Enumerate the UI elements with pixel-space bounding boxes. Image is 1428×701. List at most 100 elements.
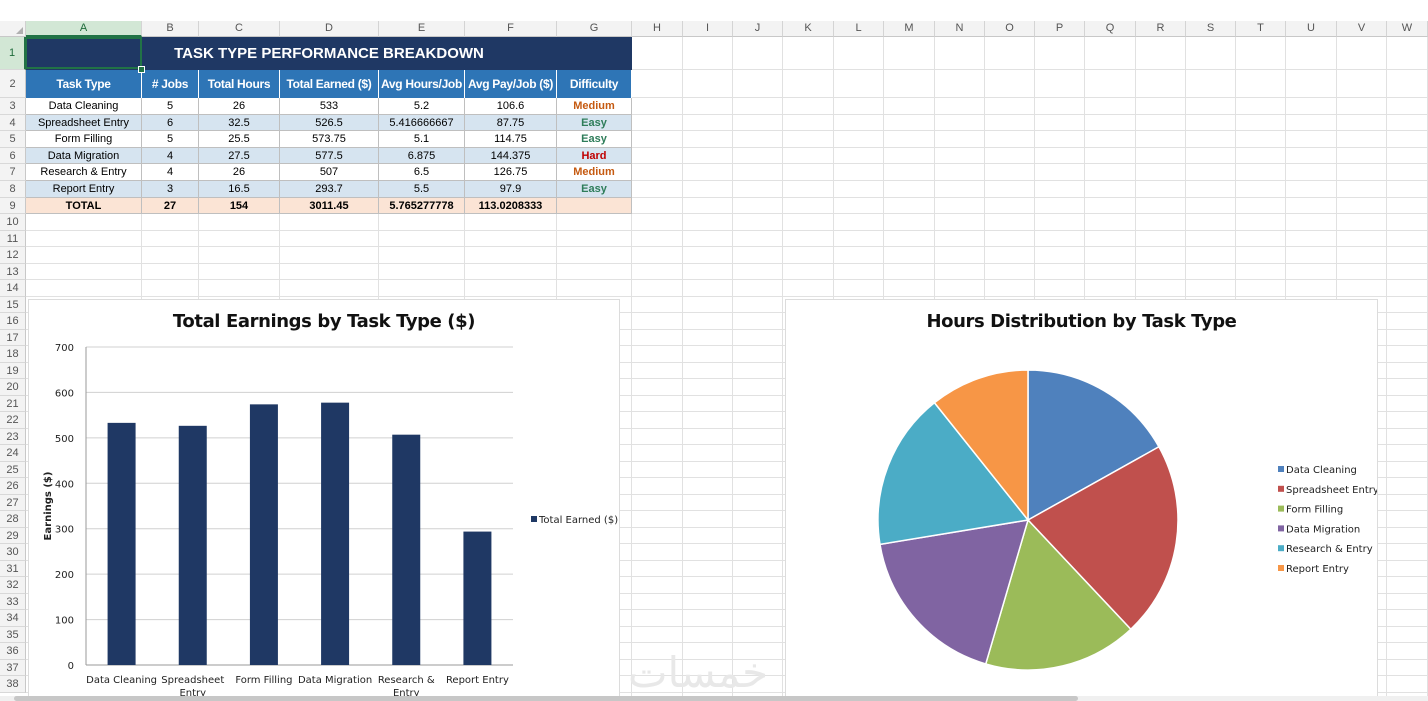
table-cell[interactable]: 5 (142, 131, 199, 148)
table-cell[interactable]: 5 (142, 98, 199, 115)
table-cell[interactable]: 5.2 (379, 98, 465, 115)
difficulty-badge[interactable]: Medium (557, 98, 632, 115)
column-header-v[interactable]: V (1337, 21, 1387, 37)
difficulty-badge[interactable]: Hard (557, 148, 632, 164)
table-cell[interactable]: 97.9 (465, 181, 557, 198)
column-header-t[interactable]: T (1236, 21, 1286, 37)
table-cell[interactable]: 5.5 (379, 181, 465, 198)
total-row-cell[interactable]: 154 (199, 198, 280, 214)
row-header-26[interactable]: 26 (0, 478, 26, 495)
column-header-g[interactable]: G (557, 21, 632, 37)
total-row-cell[interactable]: 113.0208333 (465, 198, 557, 214)
select-all-corner[interactable] (0, 21, 26, 37)
row-header-27[interactable]: 27 (0, 495, 26, 511)
table-cell[interactable]: 4 (142, 164, 199, 181)
table-cell[interactable]: Report Entry (26, 181, 142, 198)
row-header-37[interactable]: 37 (0, 660, 26, 676)
row-header-9[interactable]: 9 (0, 198, 26, 214)
row-header-8[interactable]: 8 (0, 181, 26, 198)
table-header-cell[interactable]: Task Type (26, 70, 142, 98)
table-header-cell[interactable]: Avg Pay/Job ($) (465, 70, 557, 98)
table-cell[interactable]: 533 (280, 98, 379, 115)
column-header-p[interactable]: P (1035, 21, 1085, 37)
row-header-35[interactable]: 35 (0, 627, 26, 643)
row-header-29[interactable]: 29 (0, 528, 26, 544)
pie-chart-hours[interactable]: Hours Distribution by Task Type Data Cle… (785, 299, 1378, 697)
row-header-28[interactable]: 28 (0, 511, 26, 528)
table-title[interactable]: TASK TYPE PERFORMANCE BREAKDOWN (26, 37, 632, 70)
column-header-j[interactable]: J (733, 21, 783, 37)
column-header-l[interactable]: L (834, 21, 884, 37)
table-cell[interactable]: 5.416666667 (379, 115, 465, 131)
row-header-3[interactable]: 3 (0, 98, 26, 115)
column-header-c[interactable]: C (199, 21, 280, 37)
row-header-2[interactable]: 2 (0, 70, 26, 98)
row-header-7[interactable]: 7 (0, 164, 26, 181)
column-header-u[interactable]: U (1286, 21, 1337, 37)
row-header-25[interactable]: 25 (0, 462, 26, 478)
bar-chart-earnings[interactable]: Total Earnings by Task Type ($) 0 100 200 3… (28, 299, 620, 697)
row-header-31[interactable]: 31 (0, 561, 26, 577)
row-header-15[interactable]: 15 (0, 297, 26, 313)
row-header-20[interactable]: 20 (0, 379, 26, 396)
row-header-33[interactable]: 33 (0, 594, 26, 610)
column-header-h[interactable]: H (632, 21, 683, 37)
row-header-6[interactable]: 6 (0, 148, 26, 164)
table-cell[interactable]: 6.5 (379, 164, 465, 181)
row-header-22[interactable]: 22 (0, 412, 26, 429)
table-cell[interactable]: 573.75 (280, 131, 379, 148)
table-cell[interactable]: 6.875 (379, 148, 465, 164)
row-header-18[interactable]: 18 (0, 346, 26, 363)
table-cell[interactable]: 577.5 (280, 148, 379, 164)
table-cell[interactable]: 4 (142, 148, 199, 164)
table-cell[interactable]: 144.375 (465, 148, 557, 164)
table-header-cell[interactable]: Avg Hours/Job (379, 70, 465, 98)
row-header-34[interactable]: 34 (0, 610, 26, 627)
row-header-21[interactable]: 21 (0, 396, 26, 412)
row-header-12[interactable]: 12 (0, 247, 26, 264)
table-cell[interactable]: Research & Entry (26, 164, 142, 181)
fill-handle[interactable] (138, 66, 145, 73)
column-header-m[interactable]: M (884, 21, 935, 37)
table-cell[interactable]: 16.5 (199, 181, 280, 198)
total-row-cell[interactable]: TOTAL (26, 198, 142, 214)
difficulty-badge[interactable]: Easy (557, 131, 632, 148)
column-header-o[interactable]: O (985, 21, 1035, 37)
table-header-cell[interactable]: Difficulty (557, 70, 632, 98)
column-header-k[interactable]: K (783, 21, 834, 37)
column-header-i[interactable]: I (683, 21, 733, 37)
horizontal-scrollbar-thumb[interactable] (14, 696, 1078, 701)
column-header-r[interactable]: R (1136, 21, 1186, 37)
row-header-24[interactable]: 24 (0, 445, 26, 462)
table-cell[interactable]: 5.1 (379, 131, 465, 148)
column-header-f[interactable]: F (465, 21, 557, 37)
table-cell[interactable]: 526.5 (280, 115, 379, 131)
table-cell[interactable]: Data Migration (26, 148, 142, 164)
table-cell[interactable]: 87.75 (465, 115, 557, 131)
table-cell[interactable]: Spreadsheet Entry (26, 115, 142, 131)
row-header-14[interactable]: 14 (0, 280, 26, 297)
table-header-cell[interactable]: Total Earned ($) (280, 70, 379, 98)
table-cell[interactable]: 6 (142, 115, 199, 131)
difficulty-badge[interactable]: Easy (557, 181, 632, 198)
table-header-cell[interactable]: Total Hours (199, 70, 280, 98)
row-header-1[interactable]: 1 (0, 37, 26, 70)
row-header-4[interactable]: 4 (0, 115, 26, 131)
table-cell[interactable]: 26 (199, 164, 280, 181)
row-header-10[interactable]: 10 (0, 214, 26, 231)
table-cell[interactable]: 26 (199, 98, 280, 115)
table-cell[interactable]: 293.7 (280, 181, 379, 198)
table-header-cell[interactable]: # Jobs (142, 70, 199, 98)
table-cell[interactable]: 25.5 (199, 131, 280, 148)
row-header-5[interactable]: 5 (0, 131, 26, 148)
table-cell[interactable]: 126.75 (465, 164, 557, 181)
total-row-cell[interactable]: 5.765277778 (379, 198, 465, 214)
difficulty-badge[interactable]: Easy (557, 115, 632, 131)
row-header-32[interactable]: 32 (0, 577, 26, 594)
row-header-17[interactable]: 17 (0, 330, 26, 346)
difficulty-badge[interactable]: Medium (557, 164, 632, 181)
row-header-36[interactable]: 36 (0, 643, 26, 660)
column-header-n[interactable]: N (935, 21, 985, 37)
column-header-q[interactable]: Q (1085, 21, 1136, 37)
